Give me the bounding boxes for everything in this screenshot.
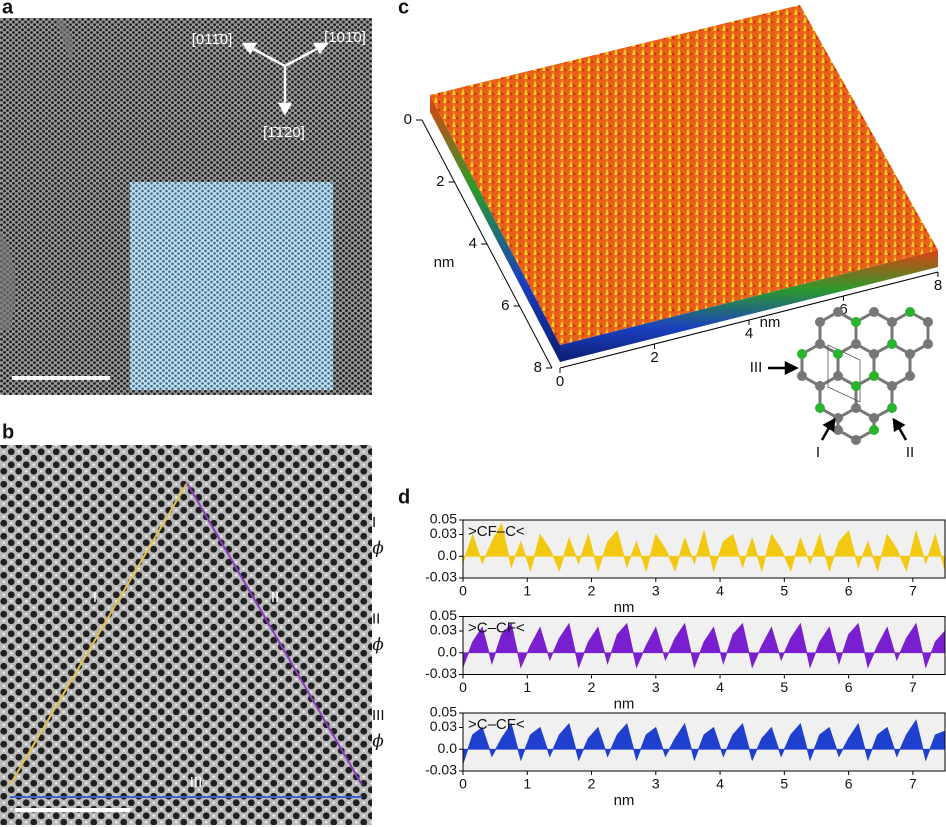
axis-tick-label: 4: [469, 235, 477, 252]
area: [462, 622, 946, 669]
plot-frame: [462, 519, 946, 579]
profile-chart: 0.050.03 0.0 -0.030 1 2 3 4 5 6 7 nm ϕ III >C–CF<: [372, 704, 946, 809]
x-tick-label: 2: [588, 679, 596, 695]
x-tick-label: 7: [909, 776, 917, 792]
x-tick-label: 1: [523, 776, 531, 792]
x-tick-label: 6: [845, 679, 853, 695]
x-tick-label: 6: [845, 776, 853, 792]
profile-line: [9, 482, 188, 786]
row-label: I: [372, 514, 376, 531]
axis-tick-label: 6: [839, 301, 847, 318]
surface-side: [430, 95, 560, 362]
surface-side: [560, 250, 938, 362]
panel-label: d: [398, 486, 410, 508]
row-label: II: [372, 610, 380, 627]
x-tick-label: 4: [716, 583, 724, 599]
y-tick-label: 0.05: [430, 511, 457, 527]
x-tick-label: 0: [459, 583, 467, 599]
axis-tick-label: 8: [934, 277, 942, 294]
line-label: II: [271, 589, 279, 606]
x-tick-label: 1: [523, 679, 531, 695]
plot-frame: [462, 616, 946, 675]
x-tick-label: 0: [459, 776, 467, 792]
direction-label: [1̄1̄20]: [263, 124, 305, 141]
surface-3d: [430, 5, 938, 345]
axis-tick-label: 6: [501, 297, 509, 314]
x-tick-label: 6: [845, 583, 853, 599]
x-tick-label: 1: [523, 583, 531, 599]
y-tick-label: 0.03: [430, 622, 457, 638]
x-tick-label: 3: [652, 679, 660, 695]
area: [462, 522, 946, 573]
panel-label: a: [2, 0, 14, 18]
line-label: I: [93, 589, 97, 606]
x-tick-label: 2: [588, 583, 596, 599]
y-tick-label: 0.0: [438, 643, 458, 659]
site-label: II: [906, 444, 914, 461]
atoms: [797, 307, 933, 445]
axis-tick-label: 4: [745, 325, 753, 342]
x-tick-label: 5: [780, 583, 788, 599]
y-axis-label: ϕ: [372, 635, 384, 655]
axis-tick-label: 0: [404, 111, 412, 128]
y-axis-label: ϕ: [372, 539, 384, 559]
y-tick-label: 0.0: [438, 740, 458, 756]
profile-line: [186, 482, 363, 786]
y-tick-label: 0.0: [438, 547, 458, 563]
profile-chart: 0.050.03 0.0 -0.030 1 2 3 4 5 6 7 nm ϕI >CF–C<: [372, 511, 946, 616]
x-tick-label: 5: [780, 776, 788, 792]
axis-tick-label: 2: [650, 349, 658, 366]
highlight-region: [130, 182, 333, 390]
y-tick-label: 0.05: [430, 607, 457, 623]
x-tick-label: 0: [459, 679, 467, 695]
tem-image: [0, 445, 372, 825]
axis-tick-label: 8: [534, 359, 542, 376]
y-tick-label: -0.03: [425, 762, 457, 778]
annotation: >CF–C<: [468, 523, 525, 540]
direction-label: [011̄0]: [192, 31, 233, 48]
x-tick-label: 3: [652, 583, 660, 599]
axis-unit: nm: [760, 314, 781, 331]
panel-label: b: [2, 421, 14, 443]
x-tick-label: 5: [780, 679, 788, 695]
y-tick-label: 0.03: [430, 525, 457, 541]
line-label: III: [190, 774, 203, 791]
x-axis-label: nm: [614, 695, 635, 712]
plot-frame: [462, 712, 946, 772]
x-axis-label: nm: [614, 792, 635, 809]
contamination: [0, 18, 74, 330]
direction-label: [101̄0]: [324, 29, 366, 46]
annotation: >C–CF<: [468, 716, 525, 733]
row-label: III: [372, 707, 385, 724]
x-tick-label: 7: [909, 583, 917, 599]
site-arrows: [768, 360, 908, 441]
y-tick-label: 0.05: [430, 704, 457, 720]
y-tick-label: -0.03: [425, 569, 457, 585]
x-axis-label: nm: [614, 599, 635, 616]
y-axis-label: ϕ: [372, 732, 384, 752]
x-tick-label: 3: [652, 776, 660, 792]
site-label: III: [750, 359, 763, 376]
axis-tick-label: 2: [436, 173, 444, 190]
direction-arrows: [241, 42, 329, 116]
x-tick-label: 7: [909, 679, 917, 695]
annotation: >C–CF<: [468, 619, 525, 636]
x-tick-label: 2: [588, 776, 596, 792]
x-tick-label: 4: [716, 776, 724, 792]
y-tick-label: -0.03: [425, 665, 457, 681]
axis-tick-label: 0: [556, 373, 564, 390]
axis-unit: nm: [434, 254, 455, 271]
profile-chart: 0.050.03 0.0 -0.030 1 2 3 4 5 6 7 nm ϕ II >C–CF<: [372, 607, 946, 712]
y-tick-label: 0.03: [430, 718, 457, 734]
panel-label: c: [398, 0, 409, 18]
area: [462, 719, 946, 764]
x-tick-label: 4: [716, 679, 724, 695]
site-label: I: [816, 444, 820, 461]
